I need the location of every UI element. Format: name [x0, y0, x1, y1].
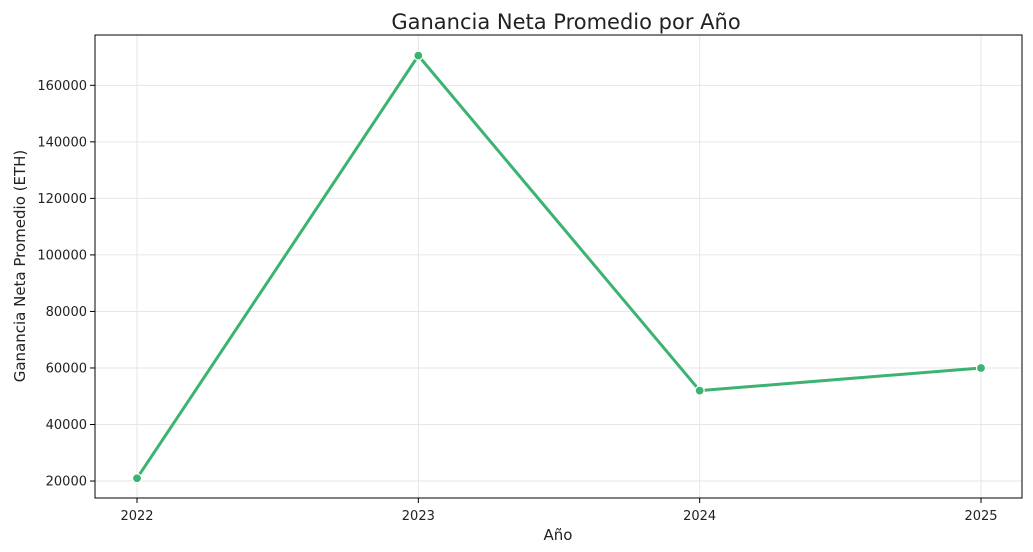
y-tick-label: 80000	[46, 305, 87, 320]
x-tick-label: 2023	[402, 509, 435, 524]
y-axis-title: Ganancia Neta Promedio (ETH)	[11, 150, 29, 383]
y-tick-label: 20000	[46, 475, 87, 490]
y-tick-label: 160000	[37, 79, 87, 94]
x-axis: 2022 2023 2024 2025	[120, 498, 998, 524]
series-group	[131, 50, 987, 484]
data-point	[975, 362, 987, 374]
x-axis-title: Año	[544, 526, 573, 544]
data-point	[694, 385, 705, 396]
x-tick-label: 2025	[964, 509, 997, 524]
y-tick-label: 140000	[37, 135, 87, 150]
plot-area	[94, 34, 1023, 499]
series-line	[135, 54, 983, 480]
y-tick-label: 40000	[46, 418, 87, 433]
chart-title: Ganancia Neta Promedio por Año	[391, 10, 740, 34]
x-tick-label: 2024	[683, 509, 716, 524]
x-tick-label: 2022	[120, 509, 153, 524]
data-point	[131, 473, 143, 484]
y-axis: 20000 40000 60000 80000 100000 120000 140000 16…	[37, 79, 95, 490]
y-tick-label: 60000	[46, 361, 87, 376]
y-tick-label: 100000	[37, 248, 87, 263]
y-tick-label: 120000	[37, 192, 87, 207]
grid-lines	[95, 35, 1022, 498]
data-point	[413, 50, 424, 61]
